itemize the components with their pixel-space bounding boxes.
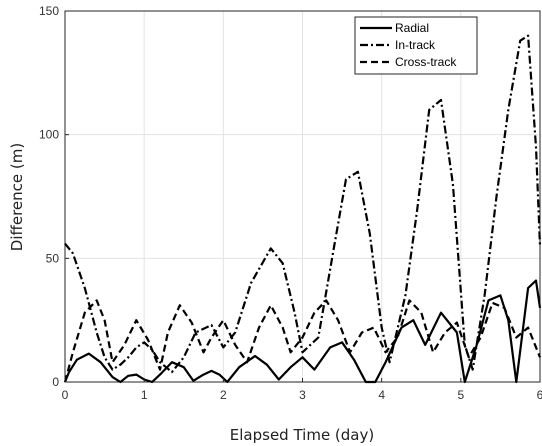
x-tick-label: 5 [457, 388, 464, 402]
x-tick-label: 0 [62, 388, 69, 402]
series-line-radial [63, 279, 542, 384]
y-tick-label: 50 [46, 251, 60, 265]
y-tick-label: 150 [39, 4, 59, 18]
x-tick-label: 6 [537, 388, 542, 402]
y-axis-label: Difference (m) [8, 143, 26, 251]
x-tick-label: 1 [141, 388, 148, 402]
legend: Radial In-track Cross-track [354, 16, 478, 75]
x-tick-label: 2 [220, 388, 227, 402]
legend-entry-label: In-track [395, 38, 436, 52]
y-tick-label: 100 [39, 128, 59, 142]
series-line-in-track [64, 34, 542, 374]
series-lines [63, 34, 542, 384]
x-axis-label: Elapsed Time (day) [230, 426, 374, 444]
x-axis-ticks: 0 1 2 3 4 5 6 [62, 378, 542, 402]
legend-entry-label: Cross-track [395, 55, 457, 69]
legend-box [354, 16, 478, 75]
legend-entry-label: Radial [395, 21, 429, 35]
y-axis-ticks: 0 50 100 150 [39, 4, 69, 389]
x-tick-label: 3 [299, 388, 306, 402]
x-tick-label: 4 [378, 388, 385, 402]
y-tick-label: 0 [52, 375, 59, 389]
series-line-cross-track [63, 299, 542, 383]
